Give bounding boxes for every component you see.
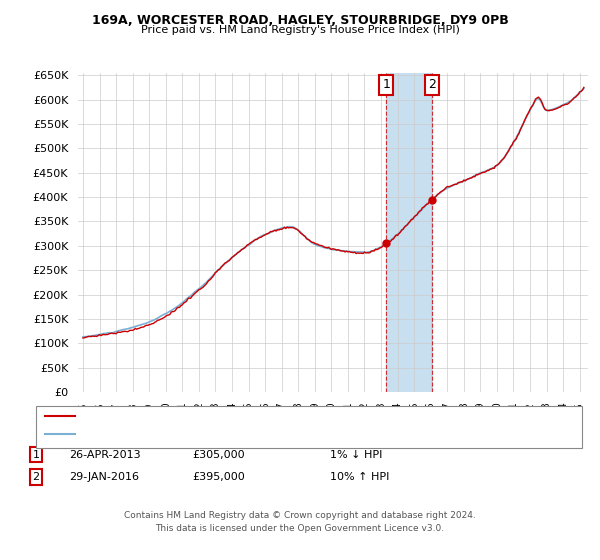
Text: 2: 2 <box>32 472 40 482</box>
Bar <box>386 73 432 392</box>
Text: £395,000: £395,000 <box>192 472 245 482</box>
Text: 169A, WORCESTER ROAD, HAGLEY, STOURBRIDGE, DY9 0PB: 169A, WORCESTER ROAD, HAGLEY, STOURBRIDG… <box>92 14 508 27</box>
Text: This data is licensed under the Open Government Licence v3.0.: This data is licensed under the Open Gov… <box>155 524 445 533</box>
Text: 29-JAN-2016: 29-JAN-2016 <box>69 472 139 482</box>
Text: Price paid vs. HM Land Registry's House Price Index (HPI): Price paid vs. HM Land Registry's House … <box>140 25 460 35</box>
Text: Contains HM Land Registry data © Crown copyright and database right 2024.: Contains HM Land Registry data © Crown c… <box>124 511 476 520</box>
Text: 2: 2 <box>428 78 436 91</box>
Text: 169A, WORCESTER ROAD, HAGLEY, STOURBRIDGE, DY9 0PB (detached house): 169A, WORCESTER ROAD, HAGLEY, STOURBRIDG… <box>81 411 472 421</box>
Text: 1: 1 <box>32 450 40 460</box>
Text: 1% ↓ HPI: 1% ↓ HPI <box>330 450 382 460</box>
Text: £305,000: £305,000 <box>192 450 245 460</box>
Text: HPI: Average price, detached house, Bromsgrove: HPI: Average price, detached house, Brom… <box>81 429 325 439</box>
Text: 10% ↑ HPI: 10% ↑ HPI <box>330 472 389 482</box>
Text: 26-APR-2013: 26-APR-2013 <box>69 450 140 460</box>
Text: 1: 1 <box>382 78 390 91</box>
